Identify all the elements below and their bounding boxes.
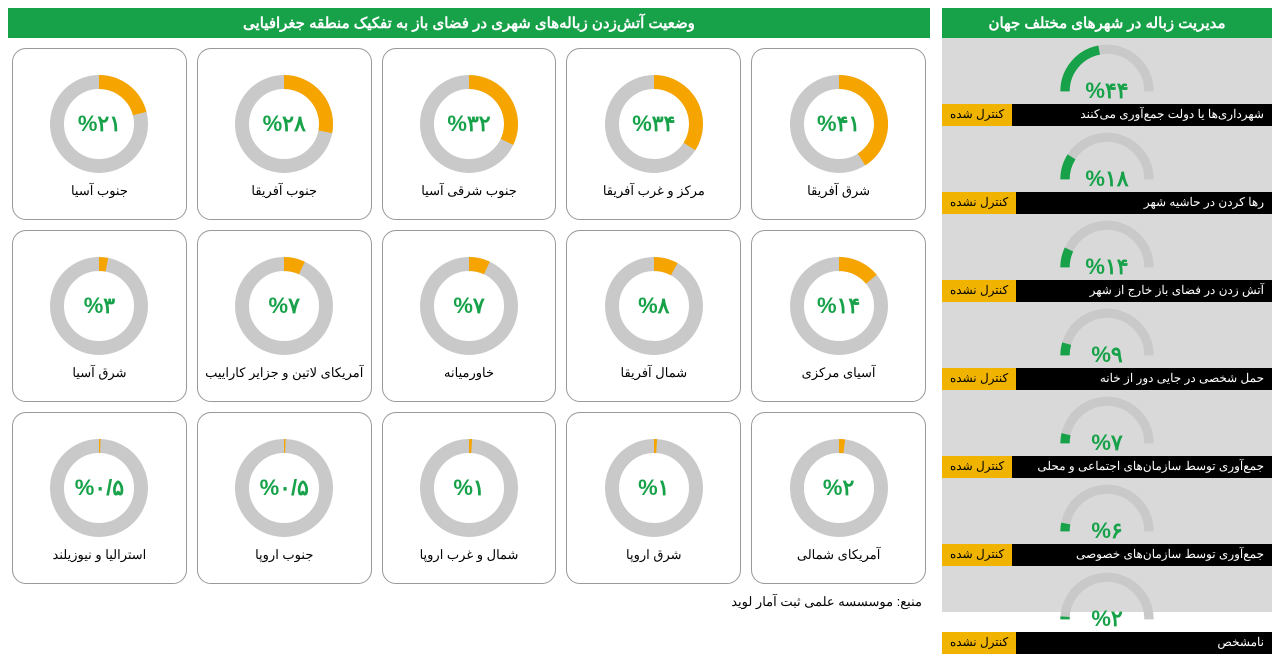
donut-value: %۳۴	[599, 69, 709, 179]
waste-item: %۹ حمل شخصی در جایی دور از خانه کنترل نش…	[942, 302, 1272, 390]
donut-value: %۰/۵	[229, 433, 339, 543]
region-card: %۴۱ شرق آفریقا	[751, 48, 926, 220]
region-label: خاورمیانه	[444, 365, 494, 381]
donut-value: %۲۱	[44, 69, 154, 179]
waste-value: %۱۸	[1085, 166, 1128, 192]
waste-status: کنترل نشده	[942, 280, 1016, 302]
waste-item: %۲ نامشخص کنترل نشده	[942, 566, 1272, 654]
region-card: %۷ آمریکای لاتین و جزایر کاراییب	[197, 230, 372, 402]
region-label: استرالیا و نیوزیلند	[53, 547, 147, 563]
region-label: جنوب آسیا	[71, 183, 128, 199]
waste-value: %۱۴	[1085, 254, 1128, 280]
donut-value: %۲۸	[229, 69, 339, 179]
region-card: %۰/۵ جنوب اروپا	[197, 412, 372, 584]
waste-item: %۱۴ آتش زدن در فضای باز خارج از شهر کنتر…	[942, 214, 1272, 302]
waste-value: %۹	[1091, 342, 1122, 368]
waste-status: کنترل شده	[942, 104, 1012, 126]
waste-label: رها کردن در حاشیه شهر	[1016, 192, 1272, 214]
waste-label: نامشخص	[1016, 632, 1272, 654]
region-label: شرق آفریقا	[807, 183, 870, 199]
region-card: %۳۴ مرکز و غرب آفریقا	[566, 48, 741, 220]
region-label: مرکز و غرب آفریقا	[603, 183, 705, 199]
region-card: %۲۱ جنوب آسیا	[12, 48, 187, 220]
region-card: %۲۸ جنوب آفریقا	[197, 48, 372, 220]
waste-status: کنترل شده	[942, 456, 1012, 478]
waste-management-list: %۴۴ شهرداری‌ها یا دولت جمع‌آوری می‌کنند …	[942, 38, 1272, 654]
waste-item: %۴۴ شهرداری‌ها یا دولت جمع‌آوری می‌کنند …	[942, 38, 1272, 126]
waste-status: کنترل نشده	[942, 632, 1016, 654]
region-card: %۱۴ آسیای مرکزی	[751, 230, 926, 402]
donut-value: %۸	[599, 251, 709, 361]
region-label: شمال و غرب اروپا	[420, 547, 519, 563]
waste-value: %۶	[1091, 518, 1122, 544]
waste-label: آتش زدن در فضای باز خارج از شهر	[1016, 280, 1272, 302]
region-label: جنوب اروپا	[255, 547, 313, 563]
region-card: %۰/۵ استرالیا و نیوزیلند	[12, 412, 187, 584]
region-card: %۷ خاورمیانه	[382, 230, 557, 402]
region-card: %۸ شمال آفریقا	[566, 230, 741, 402]
donut-value: %۲	[784, 433, 894, 543]
waste-item: %۱۸ رها کردن در حاشیه شهر کنترل نشده	[942, 126, 1272, 214]
region-label: آمریکای لاتین و جزایر کاراییب	[205, 365, 363, 381]
donut-value: %۰/۵	[44, 433, 154, 543]
waste-label: شهرداری‌ها یا دولت جمع‌آوری می‌کنند	[1012, 104, 1272, 126]
left-panel-title: وضعیت آتش‌زدن زباله‌های شهری در فضای باز…	[8, 8, 930, 38]
donut-value: %۳	[44, 251, 154, 361]
donut-value: %۱۴	[784, 251, 894, 361]
donut-value: %۴۱	[784, 69, 894, 179]
region-card: %۱ شمال و غرب اروپا	[382, 412, 557, 584]
region-label: شمال آفریقا	[621, 365, 688, 381]
right-panel: مدیریت زباله در شهرهای مختلف جهان %۴۴ شه…	[942, 8, 1272, 612]
waste-status: کنترل نشده	[942, 368, 1016, 390]
waste-value: %۲	[1091, 606, 1122, 632]
region-label: جنوب شرقی آسیا	[421, 183, 517, 199]
waste-item: %۶ جمع‌آوری توسط سازمان‌های خصوصی کنترل …	[942, 478, 1272, 566]
source-citation: منبع: موسسسه علمی ثبت آمار لوید	[8, 588, 930, 612]
waste-value: %۴۴	[1085, 78, 1128, 104]
region-label: آمریکای شمالی	[797, 547, 880, 563]
donut-value: %۷	[414, 251, 524, 361]
region-label: جنوب آفریقا	[251, 183, 317, 199]
region-card: %۳ شرق آسیا	[12, 230, 187, 402]
region-card: %۱ شرق اروپا	[566, 412, 741, 584]
donut-value: %۱	[599, 433, 709, 543]
waste-label: حمل شخصی در جایی دور از خانه	[1016, 368, 1272, 390]
donut-value: %۱	[414, 433, 524, 543]
waste-label: جمع‌آوری توسط سازمان‌های اجتماعی و محلی	[1012, 456, 1272, 478]
right-panel-title: مدیریت زباله در شهرهای مختلف جهان	[942, 8, 1272, 38]
donut-value: %۷	[229, 251, 339, 361]
left-panel: وضعیت آتش‌زدن زباله‌های شهری در فضای باز…	[8, 8, 930, 612]
waste-status: کنترل نشده	[942, 192, 1016, 214]
region-label: آسیای مرکزی	[802, 365, 876, 381]
region-card: %۳۲ جنوب شرقی آسیا	[382, 48, 557, 220]
waste-item: %۷ جمع‌آوری توسط سازمان‌های اجتماعی و مح…	[942, 390, 1272, 478]
region-label: شرق اروپا	[626, 547, 682, 563]
waste-label: جمع‌آوری توسط سازمان‌های خصوصی	[1012, 544, 1272, 566]
waste-status: کنترل شده	[942, 544, 1012, 566]
waste-value: %۷	[1091, 430, 1122, 456]
region-donut-grid: %۴۱ شرق آفریقا %۳۴ مرکز و غرب آفریقا %۳۲…	[8, 38, 930, 588]
donut-value: %۳۲	[414, 69, 524, 179]
region-card: %۲ آمریکای شمالی	[751, 412, 926, 584]
region-label: شرق آسیا	[72, 365, 126, 381]
